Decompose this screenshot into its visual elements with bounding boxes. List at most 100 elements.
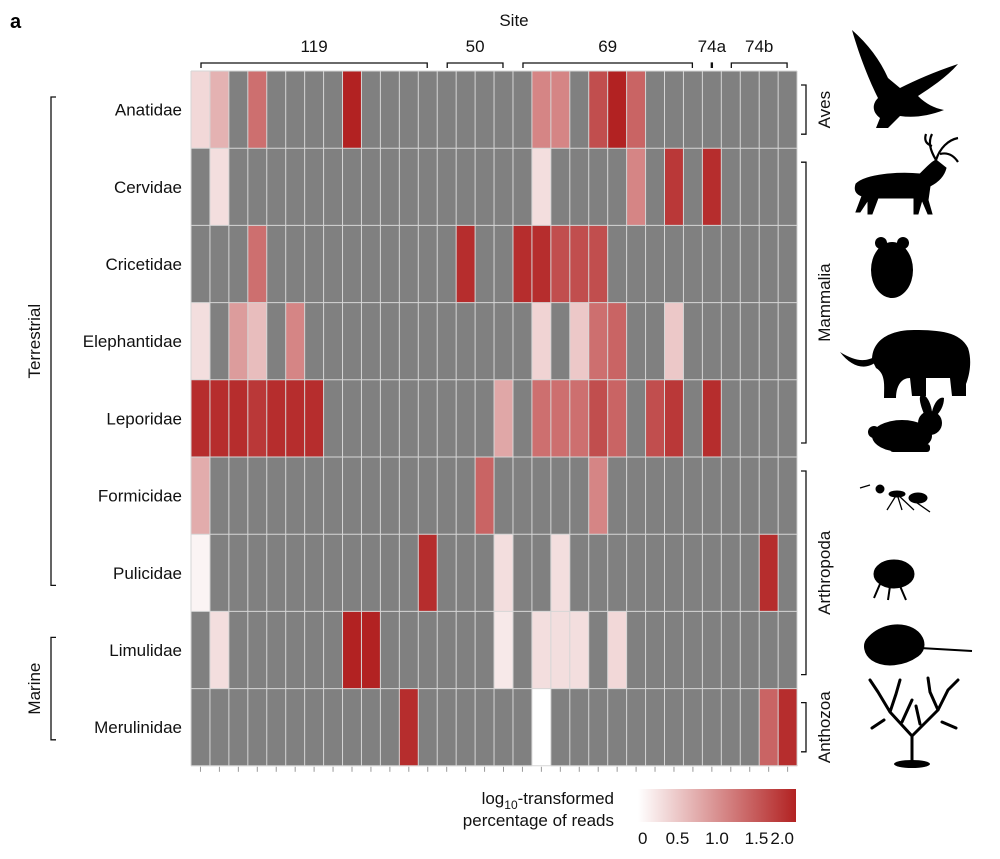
heatmap-cell xyxy=(702,148,722,226)
heatmap-cell xyxy=(759,534,779,612)
column-ticks xyxy=(199,766,789,772)
heatmap-cell xyxy=(342,148,362,226)
heatmap-cell xyxy=(531,457,552,535)
heatmap-cell xyxy=(664,302,684,381)
heatmap-cell xyxy=(494,225,514,303)
heatmap-cell xyxy=(191,71,211,149)
heatmap-cell xyxy=(191,688,211,767)
heatmap-cell xyxy=(266,688,286,767)
heatmap-cell xyxy=(247,457,268,535)
heatmap-cell xyxy=(512,302,533,381)
heatmap-cell xyxy=(304,688,324,767)
site-bracket xyxy=(730,62,788,68)
heatmap-cell xyxy=(721,688,741,767)
heatmap-cell xyxy=(683,302,703,381)
heatmap-cell xyxy=(191,534,211,612)
heatmap-cell xyxy=(418,688,438,767)
colorbar-ticks: 0 0.5 1.0 1.5 2.0 xyxy=(638,829,794,848)
flea-icon xyxy=(873,559,915,601)
heatmap-cell xyxy=(569,148,590,226)
heatmap-cell xyxy=(399,302,419,381)
heatmap-cell xyxy=(285,379,305,458)
row-label: Cricetidae xyxy=(105,255,182,274)
heatmap-cell xyxy=(342,611,362,689)
heatmap-cell xyxy=(683,148,703,226)
heatmap-cell xyxy=(494,148,514,226)
taxon-label: Mammalia xyxy=(815,263,834,342)
site-group-label: 74b xyxy=(745,37,773,56)
heatmap-cell xyxy=(702,225,722,303)
heatmap-cell xyxy=(531,379,552,458)
row-label: Pulicidae xyxy=(113,564,182,583)
coral-icon xyxy=(868,676,960,768)
heatmap-cell xyxy=(721,225,741,303)
colorbar-tick-label: 0 xyxy=(638,829,647,848)
heatmap-cell xyxy=(456,302,476,381)
heatmap-cell xyxy=(550,148,571,226)
heatmap-cell xyxy=(285,225,305,303)
heatmap-cell xyxy=(531,148,552,226)
heatmap-cell xyxy=(380,534,400,612)
heatmap-cell xyxy=(550,457,571,535)
heatmap-cell xyxy=(342,379,362,458)
heatmap-cell xyxy=(683,688,703,767)
heatmap-cell xyxy=(778,148,798,226)
heatmap-cell xyxy=(531,302,552,381)
habitat-bracket xyxy=(50,96,56,587)
heatmap-cell xyxy=(285,148,305,226)
heatmap-cell xyxy=(664,379,684,458)
heatmap-cell xyxy=(531,71,552,149)
heatmap-cell xyxy=(437,148,457,226)
heatmap-cell xyxy=(266,302,286,381)
heatmap-cell xyxy=(494,71,514,149)
heatmap-cell xyxy=(285,457,305,535)
heatmap-cell xyxy=(778,302,798,381)
heatmap-cell xyxy=(475,534,495,612)
heatmap-cell xyxy=(361,611,381,689)
heatmap-cell xyxy=(323,225,343,303)
heatmap-cell xyxy=(740,71,760,149)
heatmap-cell xyxy=(494,302,514,381)
heatmap-cell xyxy=(494,457,514,535)
heatmap-cell xyxy=(683,71,703,149)
heatmap-cell xyxy=(759,302,779,381)
heatmap-cell xyxy=(323,148,343,226)
heatmap-cell xyxy=(437,225,457,303)
heatmap-cell xyxy=(569,457,590,535)
heatmap-cell xyxy=(266,148,286,226)
colorbar-tick-label: 1.5 xyxy=(745,829,769,848)
heatmap-cell xyxy=(304,457,324,535)
heatmap-gridlines xyxy=(190,70,798,767)
heatmap-cell xyxy=(778,688,798,767)
horseshoe-crab-icon xyxy=(864,624,973,666)
heatmap-cell xyxy=(550,611,571,689)
site-group-brackets: 119 50 69 74a 74b xyxy=(200,37,788,68)
heatmap-cell xyxy=(456,71,476,149)
heatmap-cell xyxy=(531,225,552,303)
heatmap-cell xyxy=(702,379,722,458)
heatmap-cell xyxy=(418,534,438,612)
heatmap-cell xyxy=(645,534,665,612)
heatmap-cell xyxy=(418,71,438,149)
heatmap-cell xyxy=(588,379,608,458)
row-label: Anatidae xyxy=(115,101,182,120)
rabbit-icon xyxy=(868,394,944,452)
heatmap-cell xyxy=(740,534,760,612)
heatmap-cell xyxy=(645,148,665,226)
heatmap-cell xyxy=(191,148,211,226)
heatmap-cell xyxy=(380,302,400,381)
heatmap-cell xyxy=(740,225,760,303)
heatmap-cell xyxy=(531,611,552,689)
heatmap-cell xyxy=(228,379,249,458)
heatmap-cell xyxy=(588,71,608,149)
heatmap-cell xyxy=(209,688,230,767)
colorbar-tick-label: 2.0 xyxy=(770,829,794,848)
heatmap-cell xyxy=(209,148,230,226)
heatmap-cell xyxy=(228,148,249,226)
heatmap-cell xyxy=(475,379,495,458)
heatmap-cell xyxy=(361,71,381,149)
heatmap-cell xyxy=(588,302,608,381)
heatmap-cell xyxy=(418,148,438,226)
heatmap-cell xyxy=(721,302,741,381)
